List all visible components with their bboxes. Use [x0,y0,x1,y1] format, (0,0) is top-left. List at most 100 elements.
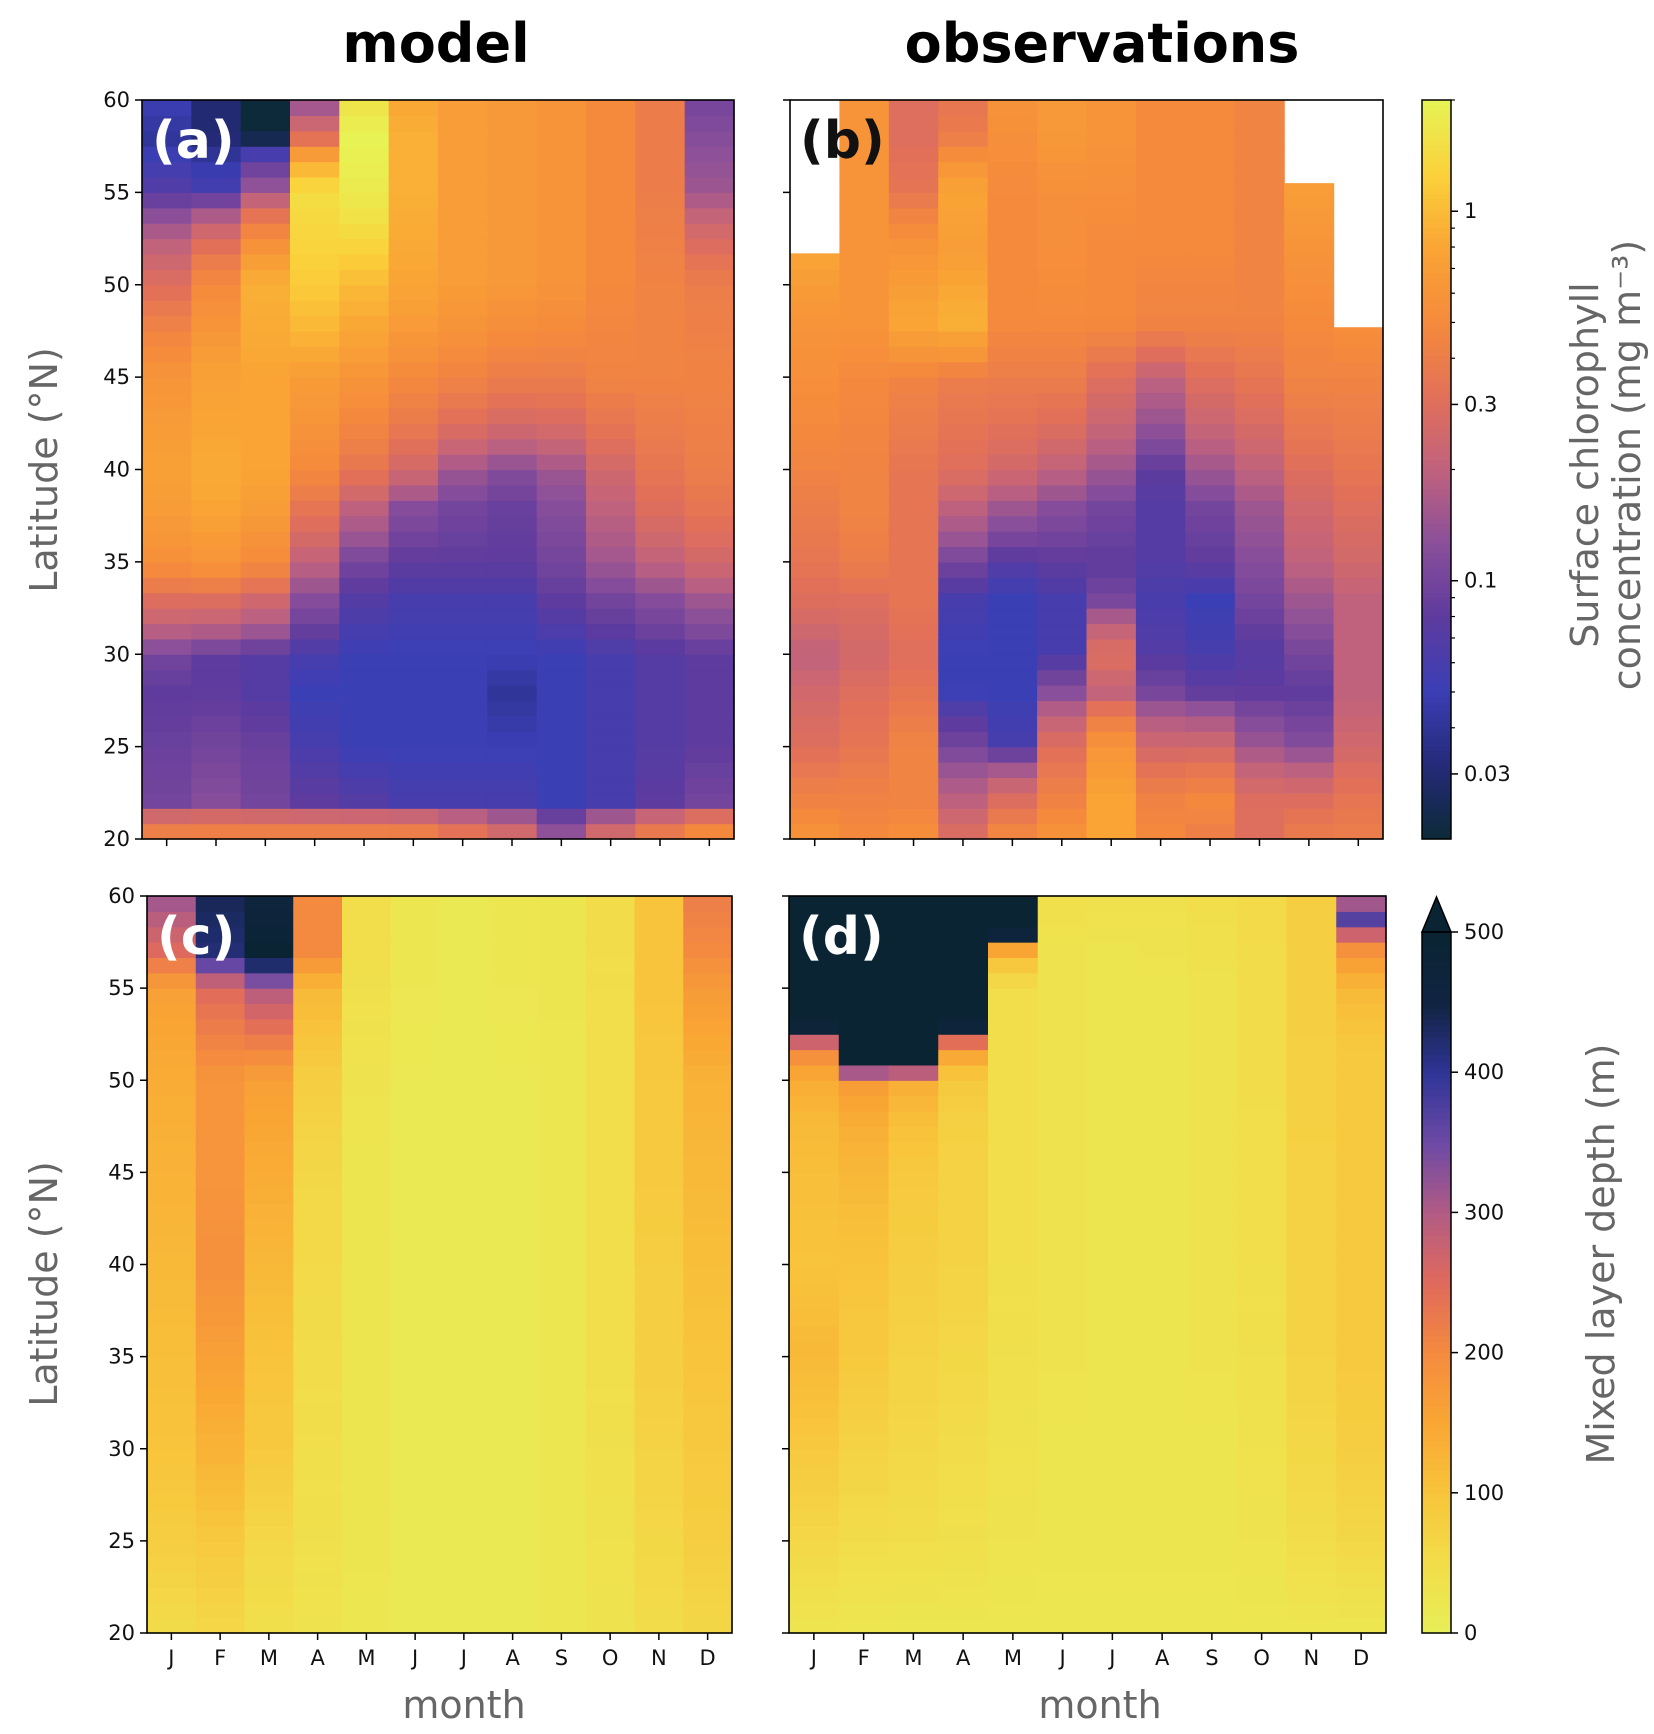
heatmap-cell [1286,1110,1337,1127]
heatmap-cell [1336,1387,1387,1404]
heatmap-cell [1185,346,1236,363]
colorbar-segment [1422,1037,1451,1044]
heatmap-cell [1286,1433,1337,1450]
colorbar-segment [1422,1399,1451,1406]
heatmap-cell [537,1418,587,1434]
heatmap-cell [586,731,636,748]
heatmap-cell [1137,1279,1188,1296]
heatmap-cell [1187,1157,1238,1173]
heatmap-cell [1185,423,1236,440]
heatmap-cell [839,531,890,548]
heatmap-cell [634,1279,684,1296]
column-title-observations: observations [905,12,1300,75]
colorbar-segment [1422,1025,1451,1032]
heatmap-cell [1284,183,1335,193]
heatmap-cell [487,253,538,270]
x-tick-label: F [214,1646,226,1670]
heatmap-cell [790,253,841,255]
heatmap-cell [1236,1341,1288,1358]
heatmap-cell [585,1617,636,1634]
heatmap-cell [888,1556,939,1573]
heatmap-cell [987,577,1038,594]
heatmap-cell [888,269,939,286]
heatmap-cell [191,330,242,347]
heatmap-cell [1187,1418,1238,1434]
heatmap-cell [683,1295,733,1312]
heatmap-cell [191,654,242,671]
heatmap-cell [634,1218,684,1235]
colorbar-segment [1422,479,1451,485]
heatmap-cell [438,592,488,609]
colorbar-segment [1422,1031,1451,1038]
heatmap-cell [244,1172,294,1189]
heatmap-cell [790,500,841,517]
heatmap-cell [1187,1172,1238,1189]
heatmap-cell [536,808,587,825]
heatmap-cell [390,1356,441,1373]
heatmap-cell [1187,896,1238,912]
colorbar-segment [1422,213,1451,219]
heatmap-cell [1284,500,1335,517]
heatmap-cell [142,746,192,763]
heatmap-cell [987,777,1038,794]
heatmap-cell [439,1095,489,1112]
heatmap-cell [838,1464,890,1481]
heatmap-cell [987,146,1038,163]
heatmap-cell [839,330,890,347]
heatmap-cell [1037,1064,1089,1081]
heatmap-cell [1037,1464,1089,1481]
heatmap-cell [390,1203,441,1220]
heatmap-cell [342,1018,392,1035]
heatmap-cell [888,315,939,332]
heatmap-cell [988,1371,1039,1388]
colorbar-segment [1422,646,1451,653]
heatmap-cell [586,377,636,394]
column-title-model: model [342,12,529,75]
heatmap-cell [244,926,294,943]
heatmap-cell [684,392,735,409]
colorbar-segment [1422,1019,1451,1027]
heatmap-cell [683,1203,733,1220]
heatmap-cell [839,346,890,363]
heatmap-cell [537,1049,587,1066]
heatmap-cell [536,577,587,594]
heatmap-cell [683,1433,733,1450]
heatmap-cell [1187,911,1238,928]
heatmap-cell [987,115,1038,132]
heatmap-cell [839,377,890,394]
heatmap-cell [1187,1464,1238,1481]
heatmap-cell [487,315,538,332]
heatmap-cell [147,1356,197,1373]
heatmap-cell [439,1310,489,1327]
heatmap-cell [537,926,587,943]
heatmap-cell [988,1310,1039,1327]
heatmap-cell [888,207,939,224]
heatmap-cell [585,1402,636,1419]
heatmap-cell [1087,1034,1138,1051]
heatmap-cell [790,346,841,363]
heatmap-cell [938,715,989,732]
heatmap-cell [147,1418,197,1434]
colorbar-segment [1422,572,1451,579]
heatmap-cell [1187,1003,1238,1020]
heatmap-cell [1336,896,1387,912]
colorbar-segment [1422,1346,1451,1354]
heatmap-cell [838,1110,890,1127]
heatmap-cell [537,911,587,928]
heatmap-cell [987,500,1038,517]
heatmap-cell [390,1433,441,1450]
heatmap-cell [439,1448,489,1465]
heatmap-cell [1187,1034,1238,1051]
heatmap-cell [191,361,242,378]
heatmap-cell [586,777,636,794]
colorbar-segment [1422,1539,1451,1546]
heatmap-cell [1185,223,1236,240]
heatmap-cell [888,1418,939,1434]
heatmap-cell [838,1510,890,1527]
heatmap-cell [987,192,1038,209]
heatmap-cell [1333,777,1384,794]
heatmap-cell [388,546,439,563]
colorbar-segment [1422,1451,1451,1459]
heatmap-cell [487,176,538,193]
colorbar-segment [1422,1627,1451,1634]
